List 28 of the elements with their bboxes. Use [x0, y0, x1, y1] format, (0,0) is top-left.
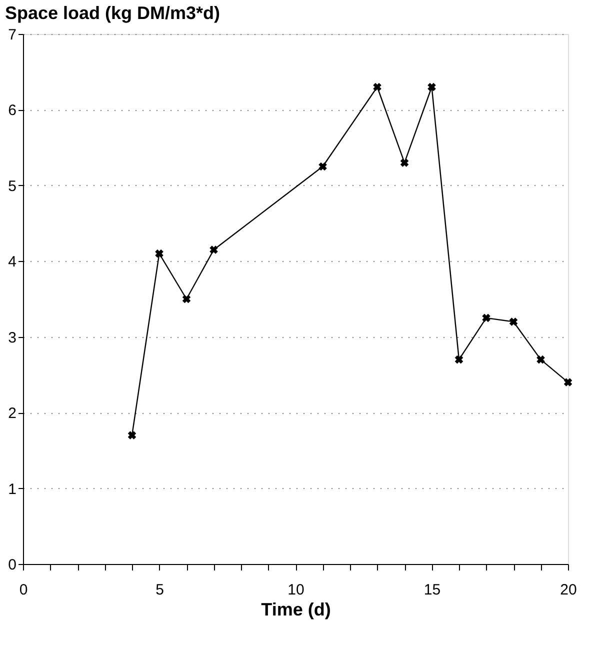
x-tick-label: 0: [19, 582, 28, 598]
x-tick-label: 15: [424, 582, 441, 598]
x-tick-label: 20: [560, 582, 577, 598]
point: [373, 82, 382, 92]
point: [428, 82, 436, 92]
point: [400, 158, 409, 167]
point: [182, 294, 191, 304]
point: [128, 431, 136, 440]
y-tick-label: 0: [8, 556, 16, 574]
x-axis-title: Time (d): [261, 600, 331, 620]
y-tick-label: 6: [8, 102, 16, 120]
x-tick-label: 5: [156, 582, 164, 598]
point: [482, 314, 490, 322]
y-tick-label: 1: [8, 480, 16, 498]
point: [155, 249, 164, 258]
x-tick-label: 10: [288, 582, 304, 598]
y-tick-label: 2: [8, 405, 16, 422]
point: [536, 355, 545, 364]
point: [318, 162, 327, 171]
y-tick-label: 4: [8, 254, 16, 271]
point: [210, 246, 218, 254]
y-axis-title: Space load (kg DM/m3*d): [5, 3, 220, 23]
y-tick-label: 5: [8, 178, 16, 195]
point: [564, 378, 572, 386]
y-tick-label: 3: [8, 329, 16, 346]
point: [509, 318, 518, 326]
y-tick-label: 7: [8, 26, 16, 44]
point: [454, 355, 464, 364]
